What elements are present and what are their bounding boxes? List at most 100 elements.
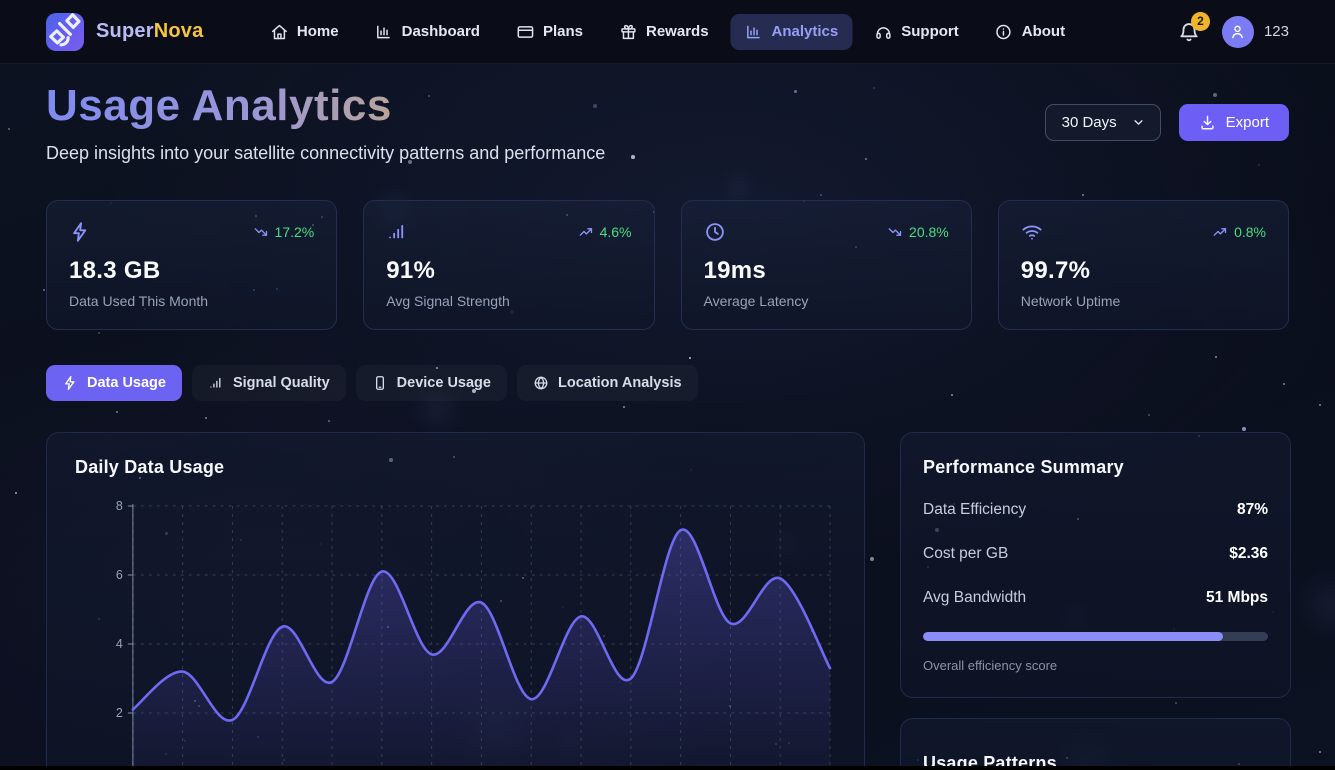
efficiency-progress-fill bbox=[923, 631, 1224, 641]
perf-value: 87% bbox=[1236, 500, 1268, 518]
nav-item-home[interactable]: Home bbox=[256, 14, 353, 50]
avatar[interactable] bbox=[1221, 15, 1254, 48]
user-chip[interactable]: 123 bbox=[1221, 15, 1289, 48]
tab-label: Device Usage bbox=[396, 374, 491, 391]
nav-item-support[interactable]: Support bbox=[860, 14, 973, 50]
signal-bars-icon bbox=[386, 221, 408, 243]
perf-row-data-efficiency: Data Efficiency 87% bbox=[923, 488, 1268, 532]
tab-location-analysis[interactable]: Location Analysis bbox=[517, 365, 698, 401]
perf-row-cost-per-gb: Cost per GB $2.36 bbox=[923, 532, 1268, 576]
user-icon bbox=[1229, 23, 1246, 40]
usage-patterns-panel: Usage Patterns bbox=[900, 717, 1291, 770]
stat-card-signal-strength: 4.6% 91% Avg Signal Strength bbox=[363, 199, 655, 330]
main-grid: Daily Data Usage 8 6 4 2 Performance Summar… bbox=[46, 431, 1291, 770]
stat-card-latency: 20.8% 19ms Average Latency bbox=[680, 199, 972, 330]
page-header: Usage Analytics Deep insights into your … bbox=[46, 82, 1289, 164]
bell-icon bbox=[1178, 21, 1200, 43]
svg-text:2: 2 bbox=[116, 706, 123, 720]
tab-label: Signal Quality bbox=[232, 374, 330, 391]
chart-title: Daily Data Usage bbox=[75, 456, 225, 477]
nav-item-label: Analytics bbox=[771, 23, 839, 40]
stat-label: Average Latency bbox=[703, 292, 809, 309]
svg-text:4: 4 bbox=[116, 637, 123, 651]
stat-value: 19ms bbox=[703, 256, 767, 284]
perf-value: 51 Mbps bbox=[1205, 588, 1268, 606]
page-subtitle: Deep insights into your satellite connec… bbox=[46, 142, 606, 163]
performance-summary-panel: Performance Summary Data Efficiency 87% … bbox=[900, 431, 1291, 698]
stat-label: Network Uptime bbox=[1020, 292, 1121, 309]
brand-name-secondary: Nova bbox=[153, 20, 204, 42]
nav-item-label: Home bbox=[296, 23, 339, 40]
nav-item-label: Plans bbox=[542, 23, 584, 40]
header-controls: 30 Days Export bbox=[1044, 104, 1289, 141]
date-range-select[interactable]: 30 Days bbox=[1044, 104, 1161, 141]
stat-value: 99.7% bbox=[1020, 256, 1091, 284]
nav-item-label: About bbox=[1021, 23, 1066, 40]
export-button-label: Export bbox=[1225, 114, 1269, 131]
performance-summary-title: Performance Summary bbox=[923, 456, 1124, 477]
page-content: Usage Analytics Deep insights into your … bbox=[0, 64, 1335, 770]
clock-icon bbox=[704, 221, 726, 243]
nav-item-plans[interactable]: Plans bbox=[502, 14, 597, 50]
stat-card-data-used: 17.2% 18.3 GB Data Used This Month bbox=[46, 199, 338, 330]
analytics-tabs: Data Usage Signal Quality Device Usage L… bbox=[46, 364, 1289, 401]
trending-down-icon bbox=[887, 224, 903, 240]
daily-usage-panel: Daily Data Usage 8 6 4 2 bbox=[46, 431, 865, 770]
notifications-button[interactable]: 2 bbox=[1178, 11, 1210, 43]
stats-grid: 17.2% 18.3 GB Data Used This Month 4.6% … bbox=[46, 199, 1289, 330]
bar-chart-icon bbox=[375, 23, 393, 41]
navbar-right: 2 123 bbox=[1178, 11, 1289, 48]
nav-item-label: Support bbox=[901, 23, 959, 40]
stat-value: 18.3 GB bbox=[69, 256, 161, 284]
username: 123 bbox=[1263, 23, 1289, 40]
main-nav: Home Dashboard Plans Rewards Analytics S… bbox=[256, 13, 1079, 50]
page-title: Usage Analytics bbox=[46, 82, 605, 130]
trend-value: 0.8% bbox=[1234, 223, 1266, 240]
chart-area: 8 6 4 2 bbox=[75, 494, 836, 770]
bolt-icon bbox=[62, 375, 78, 391]
brand-name: SuperNova bbox=[96, 20, 203, 43]
export-button[interactable]: Export bbox=[1178, 104, 1289, 141]
headphones-icon bbox=[874, 23, 892, 41]
viewport-bottom-edge bbox=[0, 766, 1335, 770]
perf-value: $2.36 bbox=[1229, 544, 1268, 562]
perf-row-avg-bandwidth: Avg Bandwidth 51 Mbps bbox=[923, 576, 1268, 620]
trend-indicator: 17.2% bbox=[253, 224, 314, 240]
tab-signal-quality[interactable]: Signal Quality bbox=[192, 365, 346, 401]
svg-text:6: 6 bbox=[116, 568, 123, 582]
nav-item-analytics[interactable]: Analytics bbox=[730, 13, 853, 50]
brand[interactable]: SuperNova bbox=[46, 12, 203, 51]
trending-up-icon bbox=[1212, 224, 1228, 240]
trend-indicator: 20.8% bbox=[887, 224, 949, 240]
stat-label: Data Used This Month bbox=[69, 292, 209, 309]
performance-rows: Data Efficiency 87% Cost per GB $2.36 Av… bbox=[923, 488, 1268, 620]
usage-patterns-title: Usage Patterns bbox=[923, 752, 1057, 770]
tab-label: Data Usage bbox=[87, 374, 166, 391]
stat-card-uptime: 0.8% 99.7% Network Uptime bbox=[997, 199, 1289, 330]
gift-icon bbox=[619, 23, 637, 41]
info-icon bbox=[995, 23, 1013, 41]
tab-device-usage[interactable]: Device Usage bbox=[356, 365, 507, 401]
perf-label: Data Efficiency bbox=[923, 500, 1027, 518]
perf-label: Avg Bandwidth bbox=[923, 588, 1027, 606]
home-icon bbox=[270, 23, 288, 41]
tab-data-usage[interactable]: Data Usage bbox=[46, 364, 182, 401]
efficiency-progress-bar bbox=[923, 631, 1268, 641]
nav-item-dashboard[interactable]: Dashboard bbox=[361, 14, 494, 50]
top-navbar: SuperNova Home Dashboard Plans Rewards A… bbox=[0, 0, 1335, 64]
chevron-down-icon bbox=[1131, 115, 1146, 130]
bolt-icon bbox=[69, 221, 91, 243]
nav-item-label: Dashboard bbox=[401, 23, 480, 40]
trend-value: 4.6% bbox=[599, 223, 632, 240]
globe-icon bbox=[533, 375, 549, 391]
notification-badge: 2 bbox=[1190, 11, 1210, 31]
signal-bars-icon bbox=[208, 375, 224, 391]
daily-usage-chart: 8 6 4 2 bbox=[116, 499, 832, 770]
nav-item-rewards[interactable]: Rewards bbox=[605, 14, 723, 50]
trending-up-icon bbox=[578, 224, 594, 240]
brand-name-primary: Super bbox=[96, 20, 154, 42]
tab-label: Location Analysis bbox=[557, 374, 682, 391]
stat-value: 91% bbox=[386, 256, 436, 284]
nav-item-about[interactable]: About bbox=[981, 14, 1079, 50]
perf-label: Cost per GB bbox=[923, 544, 1009, 562]
